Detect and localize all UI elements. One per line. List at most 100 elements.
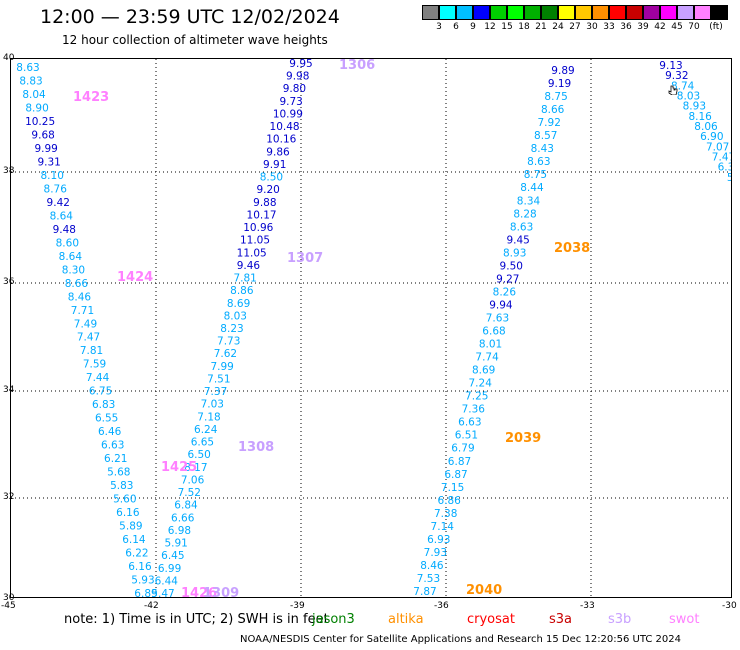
pass-label-1307: 1307 [287,251,323,266]
swh-value-c-27: 6.63 [458,417,481,429]
swh-value-a-30: 5.68 [107,467,130,479]
swh-value-a-25: 6.83 [92,399,115,411]
swh-value-a-4: 10.25 [25,116,55,128]
swh-value-c-32: 7.15 [441,482,464,494]
swh-value-b-41: 6.44 [155,575,179,587]
pass-label-1306: 1306 [339,59,375,73]
swh-value-c-1: 9.19 [548,78,571,90]
swh-value-c-26: 7.36 [462,404,486,416]
swh-value-b-42: 5.47 [151,588,174,597]
swh-value-c-2: 8.75 [544,91,567,103]
swh-value-a-7: 9.31 [37,156,60,168]
swh-value-a-14: 8.64 [59,251,83,263]
swh-value-b-14: 11.05 [240,235,270,247]
swatch-0 [422,5,439,20]
lat-label-36: 36 [3,277,15,287]
swh-value-d-8: 7.07 [706,141,729,153]
lat-label-34: 34 [3,385,15,395]
swh-value-b-40: 6.99 [158,563,181,575]
lon-label-36: -36 [434,601,449,611]
swh-value-b-34: 7.52 [178,487,201,499]
swh-value-a-3: 8.90 [25,102,48,114]
swh-value-d-6: 8.06 [694,121,718,133]
swh-value-c-31: 6.87 [444,469,467,481]
swh-value-b-0: 9.95 [289,59,312,70]
scale-label-2: 6 [453,22,459,32]
swh-value-c-8: 8.75 [524,169,547,181]
credit-line: NOAA/NESDIS Center for Satellite Applica… [240,634,682,645]
pass-label-1308: 1308 [238,440,274,455]
swh-value-a-18: 7.71 [71,305,94,317]
swh-value-c-5: 8.57 [534,130,557,142]
swh-value-c-24: 7.24 [469,378,493,390]
lat-label-32: 32 [3,492,15,502]
mission-swot: swot [669,612,700,627]
swh-value-b-5: 10.48 [270,121,300,133]
map-plot-area: 8.63 8.83 8.04 8.90 10.25 9.68 9.99 9.31 8.10 8.7… [10,58,732,598]
swh-value-c-6: 8.43 [531,143,554,155]
swatch-4 [490,5,507,20]
swatch-6 [524,5,541,20]
scale-label-10: 30 [586,22,598,32]
swh-value-c-29: 6.79 [451,443,474,455]
swh-value-c-28: 6.51 [455,430,478,442]
lat-label-30: 30 [3,593,15,603]
swh-value-b-38: 5.91 [164,538,187,550]
swh-value-b-1: 9.98 [286,71,309,83]
swh-value-a-5: 9.68 [31,129,54,141]
swh-value-b-31: 6.50 [187,449,210,461]
swh-value-b-24: 7.99 [210,361,233,373]
scale-label-11: 33 [603,22,615,32]
swh-value-b-17: 7.81 [233,273,256,285]
pass-label-1425: 1425 [161,460,197,475]
swh-value-b-39: 6.45 [161,550,184,562]
swatch-1 [439,5,456,20]
swh-value-b-37: 6.98 [168,525,191,537]
scale-label-4: 12 [484,22,496,32]
swh-value-c-25: 7.25 [465,391,488,403]
mission-altika: altika [388,612,424,627]
swh-value-b-13: 10.96 [243,222,273,234]
swatch-11 [609,5,626,20]
swh-value-c-38: 8.46 [420,560,444,572]
mouse-pointer-icon [668,85,678,95]
swatch-3 [473,5,490,20]
swh-value-a-29: 6.21 [104,453,127,465]
mission-cryosat: cryosat [467,612,515,627]
swh-value-a-31: 5.83 [110,480,133,492]
scale-label-3: 9 [470,22,476,32]
swh-value-b-6: 10.16 [266,134,296,146]
swh-value-a-22: 7.59 [83,359,106,371]
swh-value-b-8: 9.91 [263,159,286,171]
pass-label-2039: 2039 [505,431,541,446]
swh-value-c-12: 8.63 [510,221,533,233]
swh-value-a-8: 8.10 [41,170,64,182]
lon-label-39: -39 [290,601,305,611]
lon-label-42: -42 [144,601,159,611]
swh-value-b-20: 8.03 [224,310,247,322]
swh-value-b-23: 7.62 [214,348,237,360]
swh-value-d-3: 8.03 [677,91,700,103]
scale-label-7: 21 [535,22,547,32]
swh-value-c-7: 8.63 [527,156,550,168]
swh-value-a-24: 6.75 [89,386,112,398]
swh-value-b-16: 9.46 [237,260,261,272]
swh-value-a-1: 8.83 [19,75,42,87]
lat-label-38: 38 [3,166,15,176]
pass-label-2040: 2040 [466,583,502,597]
scale-label-16: 70 [688,22,700,32]
swh-value-a-36: 6.22 [125,548,148,560]
swh-value-c-30: 6.87 [448,456,471,468]
swh-value-a-34: 5.89 [119,521,142,533]
lat-label-40: 40 [3,53,15,63]
swh-value-c-40: 7.87 [413,586,436,597]
swh-value-c-17: 8.26 [493,286,517,298]
swh-value-a-39: 6.89 [134,588,157,597]
swh-value-b-19: 8.69 [227,298,250,310]
swh-value-a-38: 5.93 [131,575,154,587]
swh-value-a-6: 9.99 [34,143,57,155]
swh-value-c-16: 9.27 [496,273,519,285]
swh-value-b-35: 6.84 [174,500,198,512]
swh-value-b-27: 7.03 [201,399,224,411]
swh-value-b-29: 6.24 [194,424,218,436]
